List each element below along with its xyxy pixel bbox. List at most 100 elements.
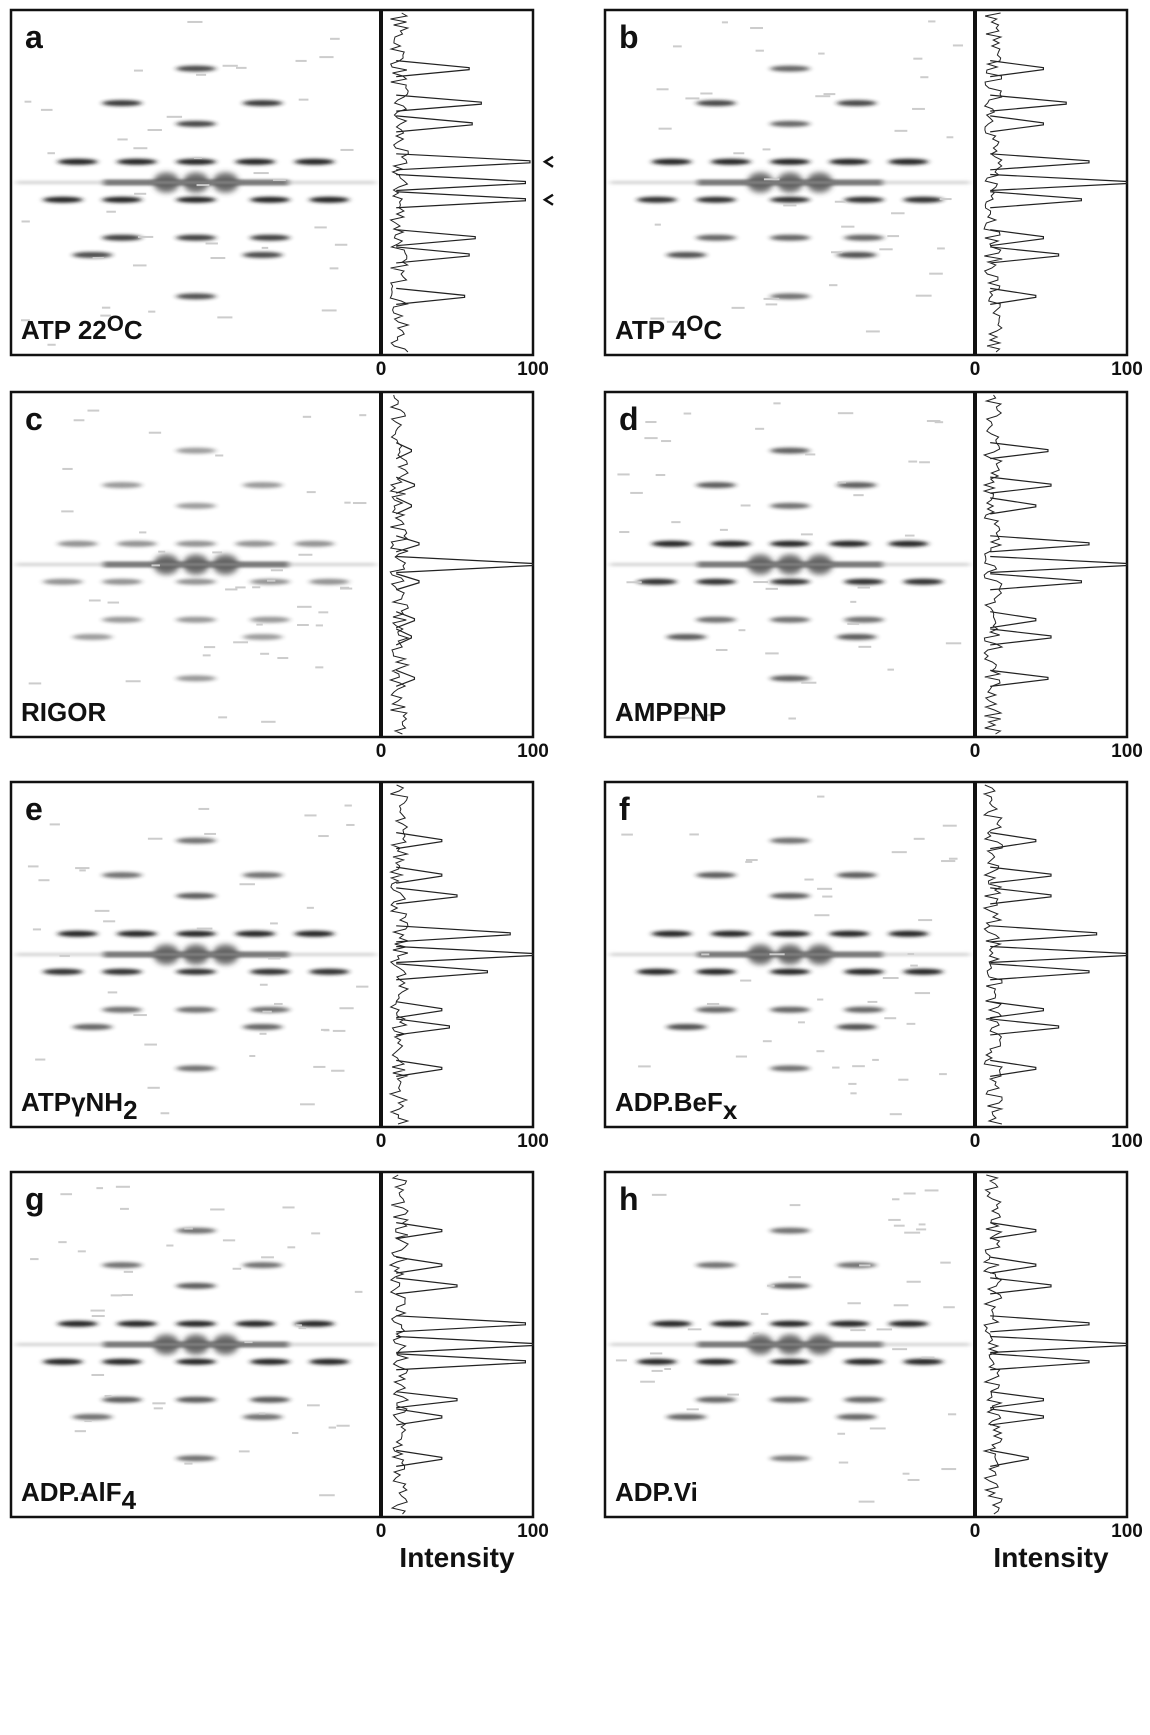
speckle [344, 501, 351, 504]
speckle [817, 795, 825, 798]
layer-line-streak [770, 837, 810, 844]
speckle [40, 108, 53, 111]
speckle [937, 247, 945, 250]
layer-line-streak [102, 968, 142, 975]
speckle [823, 93, 836, 96]
speckle [133, 1014, 147, 1017]
layer-line-streak [242, 482, 283, 489]
speckle [797, 1021, 805, 1024]
layer-line-streak [72, 251, 113, 258]
speckle [187, 20, 203, 23]
layer-line-streak [696, 578, 736, 585]
layer-line-streak [250, 234, 290, 241]
speckle [666, 320, 678, 323]
profile-peak [396, 1449, 443, 1467]
condition-part: 4 [122, 1485, 137, 1515]
speckle [721, 21, 728, 24]
layer-line-streak [102, 482, 142, 489]
speckle [892, 1348, 908, 1351]
layer-line-streak [770, 1065, 810, 1072]
faint-streak [610, 181, 970, 184]
profile-peak [396, 1391, 458, 1409]
arrowhead [542, 193, 554, 206]
speckle [753, 581, 769, 584]
x-tick-label: 0 [376, 359, 387, 380]
speckle [906, 1280, 921, 1283]
speckle [304, 814, 317, 817]
profile-peak [396, 1222, 443, 1240]
profile-peak [990, 1059, 1037, 1077]
speckle [202, 654, 211, 657]
speckle [311, 1232, 321, 1235]
speckle [346, 823, 355, 826]
speckle [354, 1290, 363, 1293]
layer-line-streak [770, 1396, 810, 1403]
layer-line-streak [102, 1358, 142, 1365]
speckle [21, 319, 30, 322]
speckle [658, 127, 672, 130]
layer-line-streak [176, 1282, 216, 1289]
layer-line-streak [72, 633, 113, 640]
speckle [847, 622, 860, 625]
layer-line-streak [250, 578, 290, 585]
condition-part: ADP.BeF [615, 1087, 723, 1117]
layer-line-streak [57, 930, 98, 937]
speckle [133, 69, 143, 72]
profile-baseline [388, 1174, 410, 1515]
diffraction-image [16, 409, 376, 723]
profile-baseline [982, 1174, 1003, 1515]
speckle [814, 914, 830, 917]
speckle [166, 115, 183, 118]
profile-peak [396, 1408, 443, 1426]
speckle [160, 1112, 170, 1115]
profile-peak [990, 555, 1128, 574]
speckle [920, 76, 929, 79]
speckle [952, 44, 964, 47]
speckle [857, 586, 871, 589]
speckle [123, 1270, 134, 1273]
speckle [47, 343, 56, 346]
x-axis-label: Intensity [993, 1542, 1109, 1573]
speckle [907, 1478, 920, 1481]
condition-part: ATP 22 [21, 315, 107, 345]
profile-peak [395, 669, 416, 687]
speckle [297, 624, 309, 627]
faint-streak [610, 1343, 970, 1346]
speckle [818, 52, 825, 55]
speckle [261, 720, 276, 723]
speckle [356, 985, 369, 988]
speckle [783, 204, 797, 207]
speckle [253, 172, 269, 175]
condition-part: AMPPNP [615, 697, 726, 727]
speckle [235, 586, 246, 589]
layer-line-streak [844, 1396, 884, 1403]
layer-line-streak [666, 1413, 707, 1420]
speckle [359, 414, 367, 417]
speckle [853, 494, 864, 497]
layer-line-streak [242, 251, 283, 258]
profile-peak [396, 1353, 526, 1371]
speckle [788, 717, 796, 720]
layer-line-streak [651, 1320, 692, 1327]
profile-peak [396, 191, 526, 209]
speckle [77, 1250, 86, 1253]
layer-line-streak [829, 1320, 870, 1327]
profile-peak [396, 866, 443, 884]
speckle [340, 587, 353, 590]
speckle [889, 1113, 902, 1116]
x-tick-label: 100 [1111, 1131, 1143, 1152]
speckle [822, 895, 833, 898]
speckle [893, 1224, 905, 1227]
speckle [926, 420, 941, 423]
speckle [838, 1461, 849, 1464]
speckle [752, 1332, 759, 1335]
speckle [302, 415, 312, 418]
x-tick-label: 0 [376, 1521, 387, 1542]
profile-peak [396, 229, 476, 247]
speckle [318, 611, 329, 614]
speckle [115, 1185, 130, 1188]
faint-streak [610, 953, 970, 956]
speckle [645, 421, 657, 424]
condition-label: ATP 4OC [615, 311, 722, 345]
speckle [104, 1395, 112, 1398]
